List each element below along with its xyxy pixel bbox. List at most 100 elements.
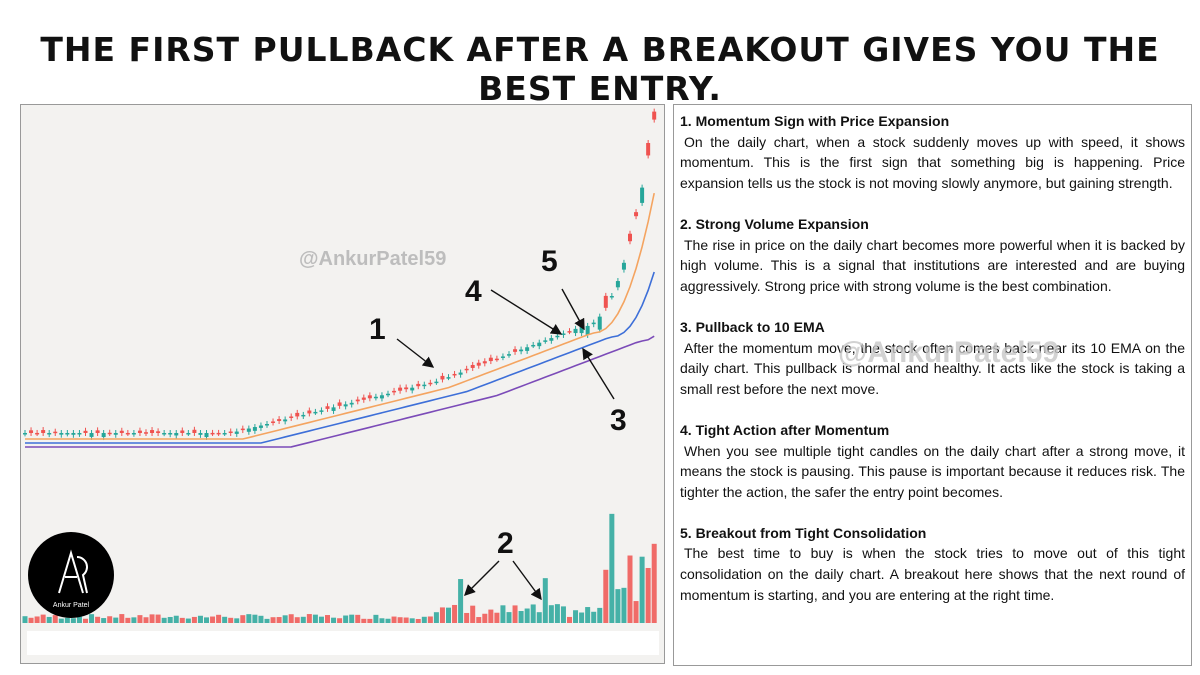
candle (385, 618, 391, 623)
candle (325, 615, 330, 623)
candle (277, 419, 282, 421)
candle (168, 433, 173, 435)
candle (258, 615, 264, 623)
candle (294, 617, 300, 623)
candle (573, 328, 578, 334)
candle (89, 614, 95, 623)
candle (252, 427, 257, 431)
candle (300, 616, 306, 623)
candle (464, 612, 470, 623)
candle (331, 617, 337, 623)
candle (83, 430, 88, 433)
candle (228, 617, 234, 623)
candle (240, 428, 245, 431)
candle (295, 412, 300, 417)
candle (361, 618, 367, 623)
candle (198, 433, 203, 435)
candle (507, 354, 511, 356)
candle (488, 609, 494, 623)
candle (41, 430, 46, 433)
candle (560, 606, 566, 623)
candle (107, 616, 113, 623)
section-body: After the momentum move, the stock often… (680, 339, 1185, 397)
candle (337, 402, 342, 406)
watermark: @AnkurPatel59 (838, 336, 1060, 369)
candle (488, 357, 493, 362)
candle (555, 335, 560, 338)
ema-line (25, 335, 655, 448)
candle (440, 375, 445, 380)
candle (542, 578, 548, 623)
candle (434, 381, 439, 384)
logo-name: Ankur Patel (53, 602, 90, 609)
candle (554, 604, 560, 623)
candle (234, 618, 240, 623)
candle (210, 616, 216, 623)
candle (415, 618, 421, 623)
candle (125, 432, 130, 435)
candle (639, 556, 645, 623)
candle (28, 617, 34, 623)
candle (271, 421, 276, 423)
watermark: @AnkurPatel59 (299, 248, 446, 270)
candle (204, 433, 209, 438)
candle (446, 377, 451, 379)
candle (591, 322, 596, 325)
candle (113, 617, 119, 623)
candle (137, 615, 143, 623)
candle (585, 325, 590, 335)
candle (416, 383, 421, 387)
label: 3 (610, 404, 627, 437)
candle (524, 608, 530, 623)
section: 5. Breakout from Tight Consolidation The … (680, 523, 1185, 605)
candle (216, 614, 222, 623)
candle (458, 372, 463, 375)
labels: 1 2 3 4 5 (369, 245, 627, 560)
candle (222, 433, 227, 435)
candle (191, 616, 197, 623)
logo-mark (58, 549, 88, 594)
candle (476, 617, 482, 623)
candle (500, 356, 505, 358)
candle (40, 614, 46, 623)
candle (403, 617, 409, 623)
candle (645, 567, 651, 623)
candle (70, 618, 76, 623)
candle (246, 614, 252, 623)
candle (409, 618, 415, 623)
candle (621, 587, 627, 623)
candle (240, 615, 246, 623)
candle (319, 410, 324, 412)
candle (264, 618, 270, 623)
candle (119, 430, 124, 433)
candle (167, 616, 173, 623)
candle (373, 396, 378, 399)
candle (312, 614, 318, 623)
candle (404, 387, 409, 390)
candle (615, 281, 620, 288)
candle (343, 404, 348, 407)
candle (597, 607, 603, 623)
label: 4 (465, 275, 482, 308)
candle (603, 569, 609, 623)
candle (22, 616, 28, 623)
candle (433, 612, 439, 623)
candle (156, 431, 161, 433)
candle (536, 612, 542, 623)
candle (355, 399, 360, 402)
title: THE FIRST PULLBACK AFTER A BREAKOUT GIVE… (40, 30, 1160, 108)
candle (23, 433, 27, 435)
candle (301, 414, 306, 417)
candle (131, 617, 137, 623)
candle (179, 617, 185, 623)
candle (162, 433, 167, 435)
section-body: On the daily chart, when a stock suddenl… (680, 133, 1185, 191)
candle (397, 617, 403, 623)
candle (318, 616, 324, 623)
candle (197, 615, 203, 623)
candle (113, 433, 118, 435)
candle (174, 433, 179, 436)
candles (22, 108, 657, 623)
candle (83, 618, 88, 623)
